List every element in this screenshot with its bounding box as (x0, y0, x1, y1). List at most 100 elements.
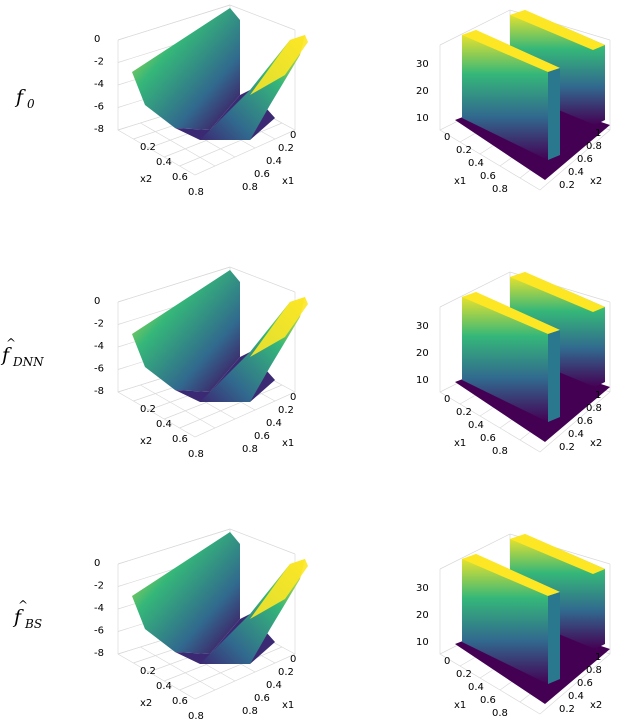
row-label-main: f (0, 344, 12, 366)
box-frame (117, 30, 296, 176)
floor-grid (140, 384, 216, 429)
row-label-main: f (12, 606, 24, 628)
x-tick-label: 0.2 (456, 145, 472, 156)
x-tick-label: 0.6 (480, 695, 496, 706)
z-tick-label: 10 (416, 637, 429, 648)
y-tick-label: 0.2 (140, 404, 156, 415)
row-label-f0: f 0 (14, 86, 35, 111)
z-tick-label: -2 (94, 57, 104, 68)
y-tick-label: 0.8 (188, 449, 204, 460)
z-tick-label: 0 (94, 558, 100, 569)
x-tick-label: 0.4 (266, 680, 282, 691)
x-tick-label: 0.2 (456, 669, 472, 680)
box-frame (439, 564, 611, 715)
x-tick-label: 0.4 (468, 158, 484, 169)
y-tick-label: 0.8 (586, 403, 602, 414)
surface-panel: 0-2-4-6-80.20.40.60.800.20.40.60.8x2 x1 (94, 528, 308, 721)
z-tick-label: -8 (94, 648, 104, 659)
z-tick-label: 30 (416, 321, 429, 332)
z-tick-label: 0 (94, 34, 100, 45)
y-axis-label: x2 (590, 176, 602, 187)
y-tick-label: 0.6 (172, 696, 188, 707)
y-axis-label: x2 (140, 436, 152, 447)
y-axis-label: x2 (140, 174, 152, 185)
x-tick-label: 0.2 (278, 667, 294, 678)
x-tick-label: 0 (290, 654, 296, 665)
row-label-fbs: f BS ^ (12, 598, 42, 631)
floor-grid (179, 384, 283, 429)
surface-wall-front-top (462, 30, 560, 72)
z-tick-label: 20 (416, 610, 429, 621)
x-tick-label: 0.4 (266, 418, 282, 429)
y-tick-label: 0.4 (156, 681, 172, 692)
surface-panel: 0-2-4-6-80.20.40.60.800.20.40.60.8x2 x1 (94, 4, 308, 198)
y-tick-label: 0.4 (568, 429, 584, 440)
y-tick-label: 0.4 (568, 691, 584, 702)
z-tick-label: -2 (94, 581, 104, 592)
y-tick-label: 0.6 (577, 154, 593, 165)
row-label-main: f (14, 86, 26, 108)
box-frame (117, 292, 296, 438)
wall-grid (117, 4, 231, 41)
surface-wall-back-top (510, 10, 605, 50)
surface-wall-front-side (548, 330, 560, 422)
box-frame (439, 40, 611, 191)
surface-ridge (250, 559, 308, 619)
surface-wall-front-side (548, 68, 560, 160)
surface-wall-back-top (510, 272, 605, 312)
y-axis-label: x2 (590, 700, 602, 711)
y-axis-label: x2 (590, 438, 602, 449)
x-tick-label: 0.8 (242, 444, 258, 455)
x-tick-label: 0.6 (480, 433, 496, 444)
z-tick-label: -6 (94, 364, 104, 375)
x-tick-label: 0.8 (242, 706, 258, 717)
surface-wall-back-top (510, 534, 605, 574)
y-tick-label: 0.2 (140, 666, 156, 677)
x-axis-label: x1 (454, 700, 466, 711)
surface-panel: 10 20 30 0 0.2 0.4 0.6 0.8 1 0.8 0.6 0.4 0.2 x1 x2 (416, 533, 611, 719)
y-axis-label: x2 (140, 698, 152, 709)
floor-grid (140, 646, 216, 691)
x-tick-label: 0 (444, 656, 450, 667)
surface-left (132, 8, 240, 130)
y-tick-label: 0.8 (188, 711, 204, 721)
x-tick-label: 0.4 (468, 682, 484, 693)
y-tick-label: 0.6 (172, 172, 188, 183)
z-tick-label: 30 (416, 583, 429, 594)
y-tick-label: 1 (595, 128, 601, 139)
z-tick-label: -6 (94, 102, 104, 113)
x-axis-label: x1 (282, 176, 294, 187)
x-tick-label: 0.8 (492, 708, 508, 719)
y-tick-label: 0.4 (568, 167, 584, 178)
x-tick-label: 0.6 (254, 169, 270, 180)
floor-grid (179, 122, 283, 167)
y-tick-label: 0.2 (140, 142, 156, 153)
z-tick-label: 30 (416, 59, 429, 70)
y-tick-label: 0.8 (586, 665, 602, 676)
y-tick-label: 0.4 (156, 419, 172, 430)
z-tick-label: -4 (94, 341, 104, 352)
surface-left (132, 270, 240, 392)
z-tick-label: -6 (94, 626, 104, 637)
surface-panel: 0-2-4-6-80.20.40.60.800.20.40.60.8x2 x1 (94, 266, 308, 460)
surface-panel: 10 20 30 0 0.2 0.4 0.6 0.8 1 0.8 0.6 0.4 0.2 x1 x2 (416, 9, 611, 195)
z-tick-label: 10 (416, 375, 429, 386)
y-tick-label: 0.2 (559, 180, 575, 191)
box-frame (117, 554, 296, 700)
row-label-sub: DNN (12, 355, 44, 369)
row-label-hat: ^ (6, 336, 16, 350)
y-tick-label: 0.2 (559, 442, 575, 453)
surface-wall-front-top (462, 554, 560, 596)
y-tick-label: 0.6 (172, 434, 188, 445)
x-axis-label: x1 (282, 438, 294, 449)
surface-wall-front-top (462, 292, 560, 334)
x-axis-label: x1 (454, 438, 466, 449)
row-label-sub: BS (24, 617, 42, 631)
x-tick-label: 0.8 (492, 446, 508, 457)
row-label-hat: ^ (18, 598, 28, 612)
row-label-sub: 0 (27, 97, 35, 111)
floor-grid (179, 646, 283, 691)
box-frame (439, 302, 611, 453)
x-tick-label: 0.6 (480, 171, 496, 182)
